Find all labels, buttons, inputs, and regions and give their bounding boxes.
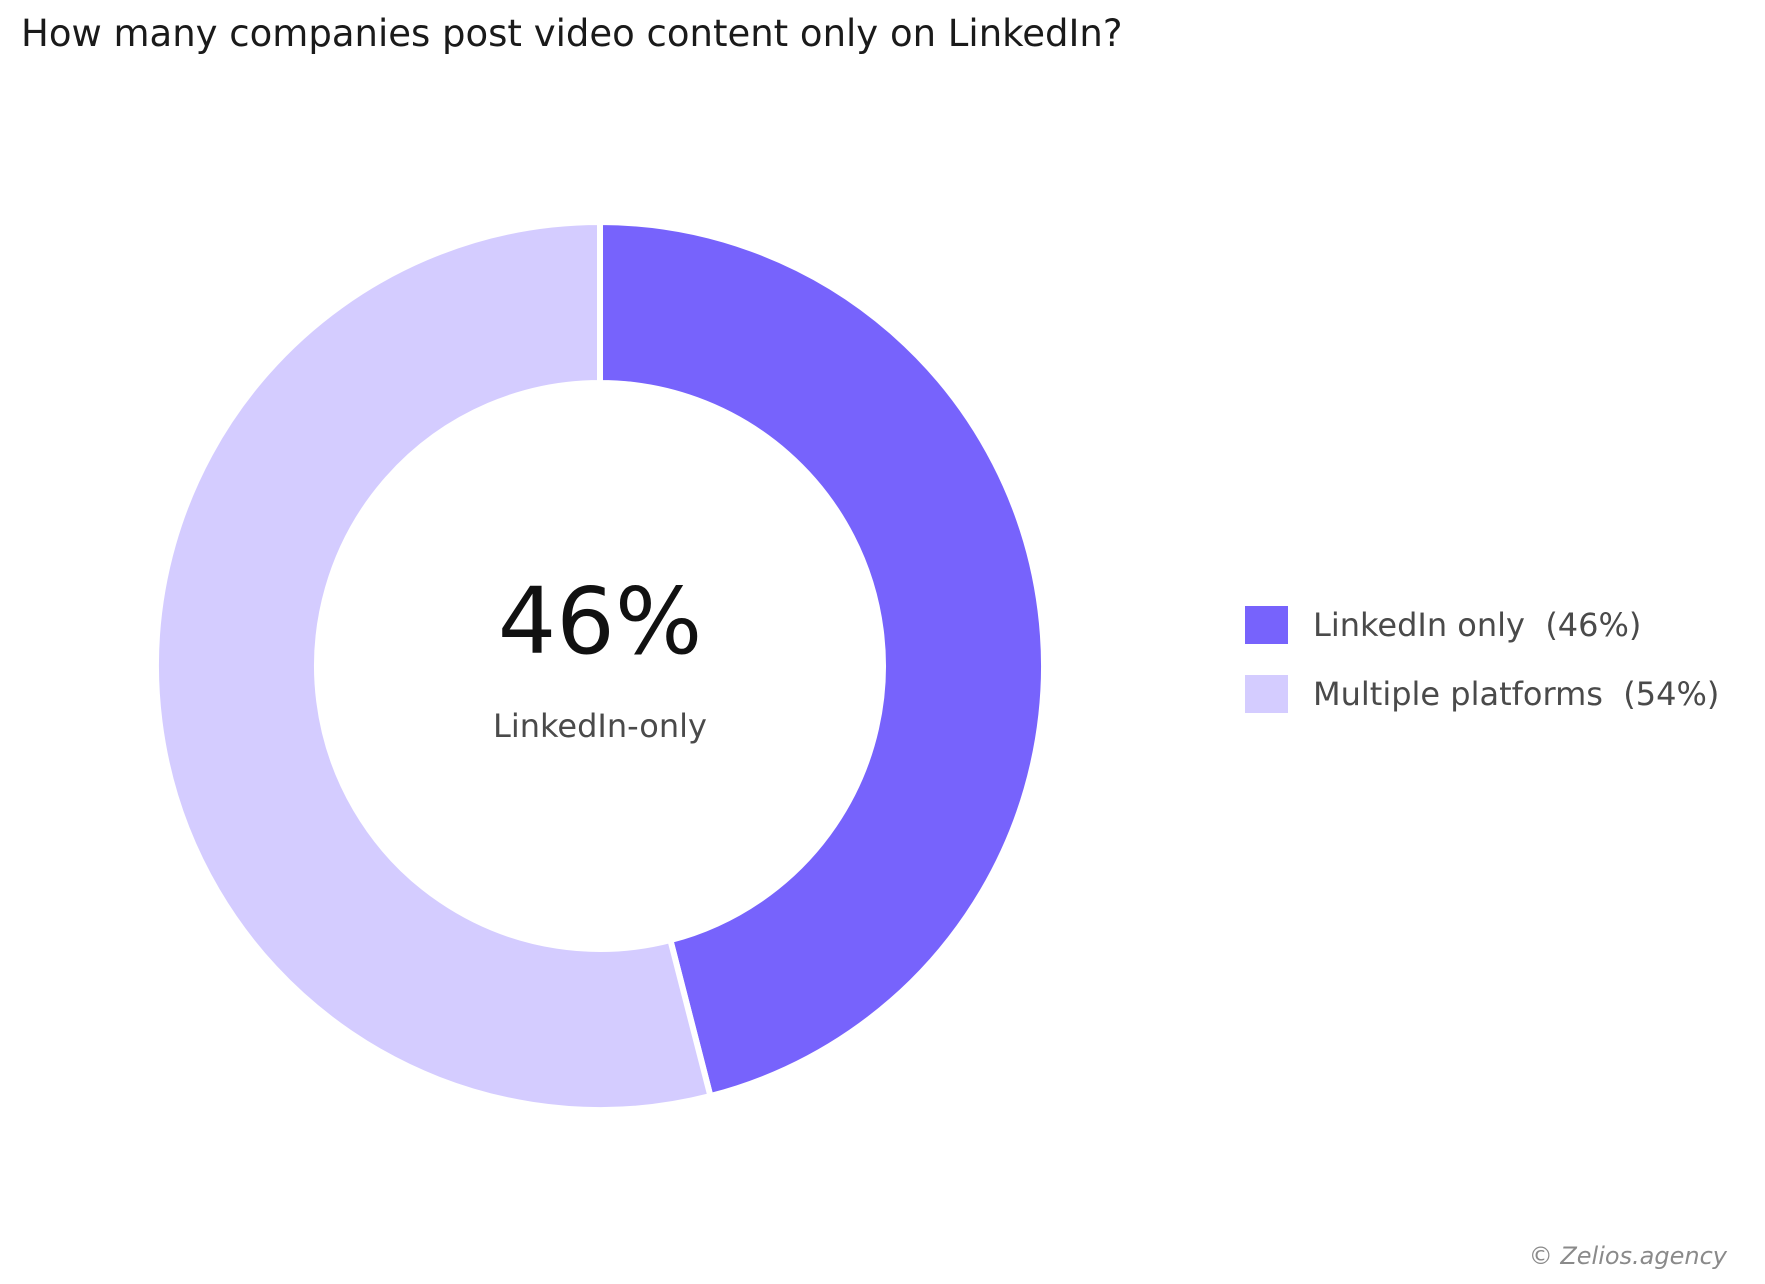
legend-swatch-linkedin-only	[1245, 606, 1288, 644]
donut-slice-linkedin-only	[597, 218, 1047, 1100]
legend-swatch-multiple-platforms	[1245, 675, 1288, 713]
credit-text: © Zelios.agency	[1528, 1242, 1727, 1270]
legend-item-linkedin-only: LinkedIn only (46%)	[1245, 606, 1719, 644]
donut-slice-multiple-platforms	[153, 218, 715, 1113]
chart-title: How many companies post video content on…	[21, 12, 1123, 55]
legend: LinkedIn only (46%) Multiple platforms (…	[1245, 606, 1719, 744]
legend-label-multiple-platforms: Multiple platforms (54%)	[1313, 675, 1720, 713]
center-value: 46%	[498, 568, 702, 675]
donut-slices	[153, 218, 1047, 1113]
legend-item-multiple-platforms: Multiple platforms (54%)	[1245, 675, 1719, 713]
center-label: LinkedIn-only	[493, 707, 707, 745]
legend-label-linkedin-only: LinkedIn only (46%)	[1313, 606, 1642, 644]
